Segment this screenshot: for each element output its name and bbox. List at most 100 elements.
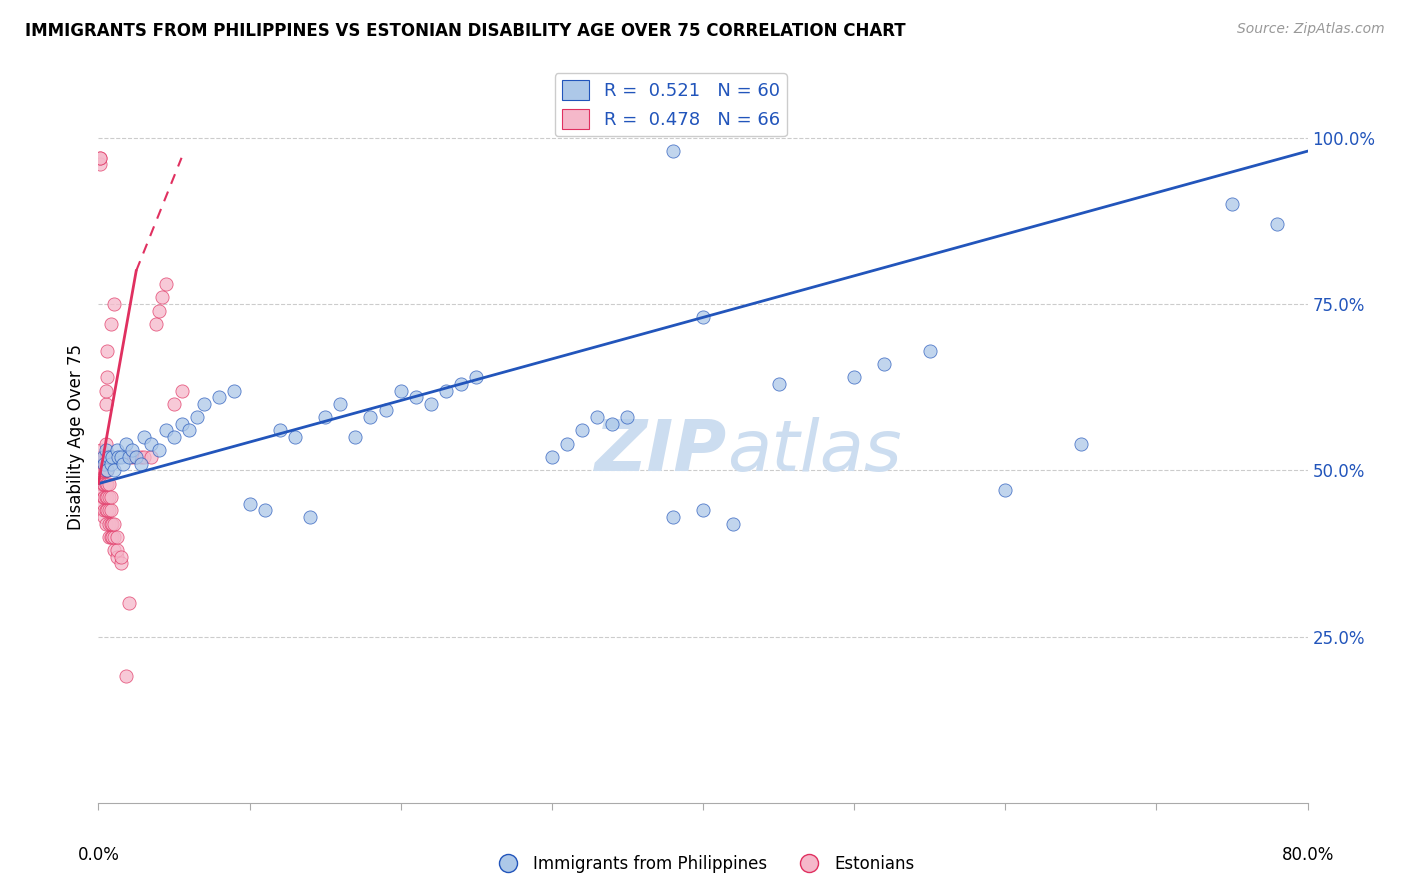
Point [91,490,114,504]
Point [93,509,115,524]
Point [465,370,488,384]
Point [105,543,128,558]
Point [101,516,124,531]
Point [90,443,112,458]
Point [374,403,396,417]
Point [1220,197,1243,211]
Point [163,397,186,411]
Point [170,417,193,431]
Point [661,509,683,524]
Point [768,376,790,391]
Point [94,397,117,411]
Point [114,436,136,450]
Point [94,463,117,477]
Point [90,450,112,464]
Text: 80.0%: 80.0% [1281,846,1334,864]
Point [602,417,624,431]
Point [90,457,112,471]
Point [100,530,122,544]
Point [96,503,118,517]
Point [1070,436,1092,450]
Point [616,410,638,425]
Point [844,370,866,384]
Point [121,443,143,458]
Point [111,457,134,471]
Point [94,476,117,491]
Text: atlas: atlas [727,417,901,486]
Point [93,490,115,504]
Point [94,503,117,517]
Point [96,490,118,504]
Point [103,516,125,531]
Point [101,530,124,544]
Point [96,343,118,358]
Point [96,370,118,384]
Point [239,497,262,511]
Point [93,457,115,471]
Point [284,430,307,444]
Point [110,450,132,464]
Point [94,450,117,464]
Point [93,476,115,491]
Point [96,476,118,491]
Point [723,516,745,531]
Point [93,463,115,477]
Point [121,450,143,464]
Legend: Immigrants from Philippines, Estonians: Immigrants from Philippines, Estonians [485,848,921,880]
Point [224,384,246,398]
Point [87,463,110,477]
Point [450,376,472,391]
Point [141,450,163,464]
Text: Source: ZipAtlas.com: Source: ZipAtlas.com [1237,22,1385,37]
Text: ZIP: ZIP [595,417,727,486]
Point [94,443,117,458]
Point [90,463,112,477]
Point [89,157,111,171]
Point [98,503,121,517]
Point [918,343,941,358]
Point [90,470,112,484]
Point [98,476,121,491]
Point [105,530,128,544]
Point [150,290,173,304]
Point [89,151,111,165]
Point [100,457,122,471]
Point [389,384,412,398]
Point [91,463,114,477]
Point [91,483,114,498]
Point [110,557,132,571]
Point [129,450,152,464]
Point [269,424,291,438]
Point [101,450,124,464]
Point [107,450,129,464]
Point [118,450,141,464]
Point [132,450,155,464]
Point [155,424,177,438]
Point [692,310,714,325]
Point [100,490,122,504]
Point [155,277,177,292]
Point [94,436,117,450]
Point [100,516,122,531]
Point [93,503,115,517]
Point [434,384,457,398]
Point [420,397,443,411]
Point [96,463,118,477]
Point [103,530,125,544]
Point [299,509,322,524]
Point [105,549,128,564]
Point [90,476,112,491]
Point [994,483,1017,498]
Point [98,450,121,464]
Point [96,463,118,477]
Point [163,430,186,444]
Point [91,476,114,491]
Point [193,397,215,411]
Legend: R =  0.521   N = 60, R =  0.478   N = 66: R = 0.521 N = 60, R = 0.478 N = 66 [555,73,787,136]
Point [344,430,367,444]
Point [125,450,148,464]
Point [360,410,382,425]
Point [540,450,562,464]
Point [661,144,683,158]
Point [94,384,117,398]
